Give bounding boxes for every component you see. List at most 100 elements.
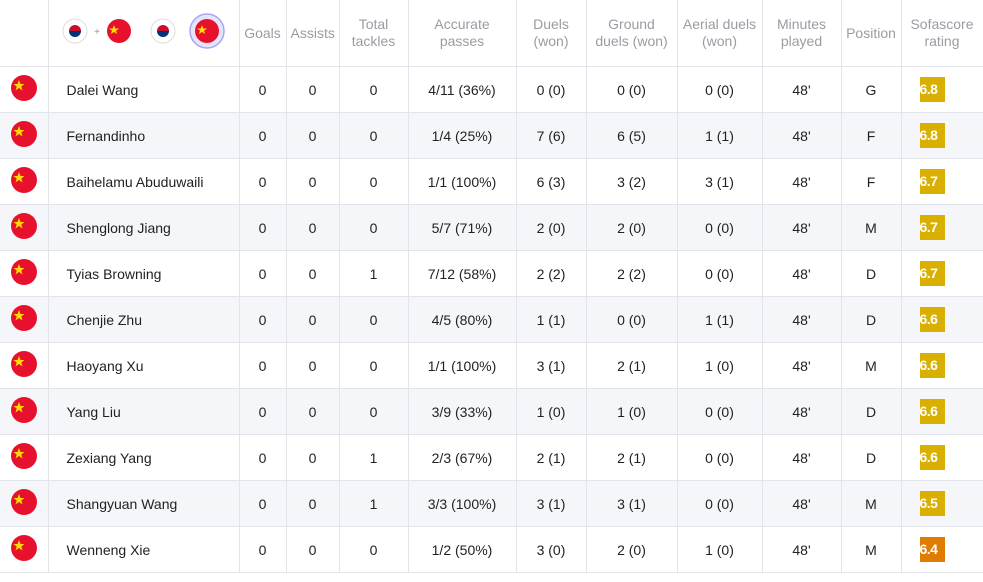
stat-duels: 6 (3) <box>516 158 587 205</box>
column-header: Assists <box>286 0 340 67</box>
china-flag <box>10 167 37 193</box>
flag-bg <box>10 489 37 515</box>
stat-goals: 0 <box>239 204 287 251</box>
china-flag <box>10 121 37 147</box>
rating-badge: 6.5 <box>919 491 945 516</box>
china-flag <box>10 305 37 331</box>
china-flag <box>10 351 37 377</box>
player-row[interactable]: Shangyuan Wang 0 0 1 3/3 (100%) 3 (1) 3 (1) 0 (… <box>0 480 983 527</box>
korea-toggle[interactable] <box>150 18 175 44</box>
stat-ground: 2 (1) <box>586 434 678 481</box>
stat-passes: 4/5 (80%) <box>408 296 517 343</box>
stat-aerial: 0 (0) <box>677 250 763 297</box>
player-name: Chenjie Zhu <box>48 296 240 343</box>
player-name: Tyias Browning <box>48 250 240 297</box>
stat-ground: 3 (1) <box>586 480 678 527</box>
stat-goals: 0 <box>239 158 287 205</box>
flag-star <box>13 356 25 367</box>
stat-tackles: 0 <box>339 112 409 159</box>
column-header: Ground duels (won) <box>586 0 678 67</box>
player-row[interactable]: Dalei Wang 0 0 0 4/11 (36%) 0 (0) 0 (0) 0 (0) 48… <box>0 66 983 113</box>
stat-minutes: 48' <box>762 66 842 113</box>
player-row[interactable]: Tyias Browning 0 0 1 7/12 (58%) 2 (2) 2 (2) 0 (… <box>0 250 983 297</box>
flag-cell <box>0 434 49 481</box>
stat-goals: 0 <box>239 112 287 159</box>
stat-duels: 2 (0) <box>516 204 587 251</box>
rating-cell: 6.7 <box>901 250 983 297</box>
stat-assists: 0 <box>286 388 340 435</box>
flag-cell <box>0 296 49 343</box>
player-name: Haoyang Xu <box>48 342 240 389</box>
stat-goals: 0 <box>239 342 287 389</box>
stat-position: F <box>841 158 902 205</box>
player-name: Shangyuan Wang <box>48 480 240 527</box>
player-name: Zexiang Yang <box>48 434 240 481</box>
stat-ground: 6 (5) <box>586 112 678 159</box>
stat-tackles: 0 <box>339 158 409 205</box>
korea-china-toggle[interactable]: + <box>62 18 131 44</box>
flag-cell <box>0 66 49 113</box>
flag-bg <box>10 305 37 331</box>
stat-goals: 0 <box>239 388 287 435</box>
player-row[interactable]: Wenneng Xie 0 0 0 1/2 (50%) 3 (0) 2 (0) 1 (0) 48… <box>0 526 983 573</box>
rating-badge: 6.8 <box>919 77 945 102</box>
stat-aerial: 3 (1) <box>677 158 763 205</box>
svg-text:+: + <box>94 27 100 38</box>
rating-badge: 6.7 <box>919 261 945 286</box>
flag-bg <box>10 535 37 561</box>
column-header: Accurate passes <box>408 0 517 67</box>
stat-position: D <box>841 434 902 481</box>
header-row: + Goals Assists Total tackles Accurate pass… <box>0 0 983 67</box>
stat-ground: 0 (0) <box>586 296 678 343</box>
stat-minutes: 48' <box>762 250 842 297</box>
stat-passes: 3/9 (33%) <box>408 388 517 435</box>
stat-minutes: 48' <box>762 434 842 481</box>
player-row[interactable]: Baihelamu Abuduwaili 0 0 0 1/1 (100%) 6 (3) 3 … <box>0 158 983 205</box>
stat-passes: 1/1 (100%) <box>408 342 517 389</box>
rating-cell: 6.6 <box>901 434 983 481</box>
player-row[interactable]: Shenglong Jiang 0 0 0 5/7 (71%) 2 (0) 2 (0) 0 (… <box>0 204 983 251</box>
rating-badge: 6.7 <box>919 169 945 194</box>
stat-duels: 2 (1) <box>516 434 587 481</box>
rating-cell: 6.8 <box>901 112 983 159</box>
column-header: Minutes played <box>762 0 842 67</box>
stat-ground: 2 (1) <box>586 342 678 389</box>
stat-tackles: 1 <box>339 434 409 481</box>
stat-minutes: 48' <box>762 480 842 527</box>
stat-minutes: 48' <box>762 526 842 573</box>
player-row[interactable]: Chenjie Zhu 0 0 0 4/5 (80%) 1 (1) 0 (0) 1 (1) 48… <box>0 296 983 343</box>
player-row[interactable]: Haoyang Xu 0 0 0 1/1 (100%) 3 (1) 2 (1) 1 (0) 48… <box>0 342 983 389</box>
china-flag <box>10 535 37 561</box>
table-body: Dalei Wang 0 0 0 4/11 (36%) 0 (0) 0 (0) 0 (0) 48… <box>0 66 983 573</box>
stat-tackles: 1 <box>339 250 409 297</box>
stat-duels: 3 (1) <box>516 480 587 527</box>
team-filter-icons: + <box>62 13 225 49</box>
stat-ground: 0 (0) <box>586 66 678 113</box>
player-row[interactable]: Yang Liu 0 0 0 3/9 (33%) 1 (0) 1 (0) 0 (0) 48' D 6… <box>0 388 983 435</box>
blank-header <box>0 0 49 67</box>
china-flag <box>10 489 37 515</box>
player-row[interactable]: Fernandinho 0 0 0 1/4 (25%) 7 (6) 6 (5) 1 (1) 48… <box>0 112 983 159</box>
stat-duels: 3 (0) <box>516 526 587 573</box>
china-flag <box>10 75 37 101</box>
flag-cell <box>0 250 49 297</box>
player-row[interactable]: Zexiang Yang 0 0 1 2/3 (67%) 2 (1) 2 (1) 0 (0) 4… <box>0 434 983 481</box>
stat-assists: 0 <box>286 204 340 251</box>
rating-badge: 6.8 <box>919 123 945 148</box>
stat-minutes: 48' <box>762 204 842 251</box>
stat-tackles: 0 <box>339 296 409 343</box>
flag-star <box>13 310 25 321</box>
stat-passes: 7/12 (58%) <box>408 250 517 297</box>
china-toggle[interactable] <box>188 13 225 49</box>
flag-star <box>13 80 25 91</box>
stat-minutes: 48' <box>762 342 842 389</box>
column-header: Sofascore rating <box>901 0 983 67</box>
stat-tackles: 0 <box>339 526 409 573</box>
china-flag <box>10 443 37 469</box>
stat-assists: 0 <box>286 434 340 481</box>
stat-assists: 0 <box>286 526 340 573</box>
stat-position: G <box>841 66 902 113</box>
stat-assists: 0 <box>286 480 340 527</box>
stat-position: M <box>841 526 902 573</box>
